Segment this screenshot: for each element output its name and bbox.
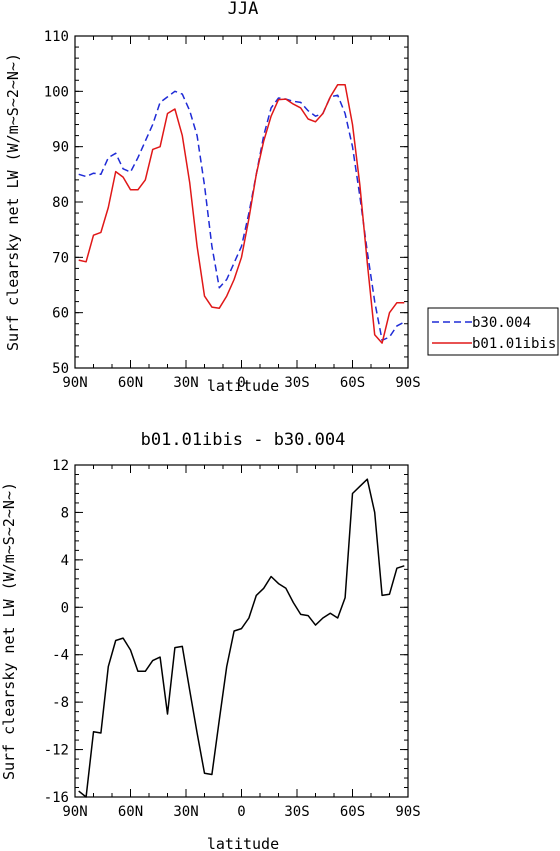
bottom-y-tick-label: 4 <box>61 553 69 569</box>
bottom-x-tick-label: 90N <box>62 804 87 820</box>
bottom-y-tick-label: 12 <box>52 458 69 474</box>
top-x-axis-label: latitude <box>207 377 279 395</box>
bottom-x-tick-label: 30S <box>284 804 309 820</box>
top-x-tick-label: 60N <box>118 375 143 391</box>
top-y-tick-label: 50 <box>52 361 69 377</box>
top-x-tick-label: 60S <box>340 375 365 391</box>
legend: b30.004 b01.01ibis <box>427 307 559 356</box>
bottom-y-tick-label: 8 <box>61 505 69 521</box>
bottom-x-tick-label: 60S <box>340 804 365 820</box>
bottom-y-tick-label: -16 <box>44 790 69 806</box>
top-y-tick-label: 70 <box>52 250 69 266</box>
top-title: JJA <box>228 0 259 19</box>
top-y-tick-label: 80 <box>52 195 69 211</box>
top-x-tick-label: 90S <box>395 375 420 391</box>
top-x-tick-label: 0 <box>237 375 245 391</box>
bottom-y-tick-label: -4 <box>52 648 69 664</box>
top-panel: JJA 90N 60N 30N 0 30S 60S 90S 50 60 70 80 90 100 110… <box>4 0 421 395</box>
top-series-line-b01-01ibis <box>78 83 405 344</box>
top-x-tick-label: 30S <box>284 375 309 391</box>
bottom-x-tick-label: 30N <box>173 804 198 820</box>
bottom-x-tick-label: 0 <box>237 804 245 820</box>
top-series-line-b30-004 <box>78 90 405 342</box>
legend-label-b30-004: b30.004 <box>472 315 531 331</box>
top-y-tick-label: 90 <box>52 140 69 156</box>
bottom-x-axis-label: latitude <box>207 835 279 851</box>
top-y-tick-label: 60 <box>52 306 69 322</box>
bottom-x-tick-label: 60N <box>118 804 143 820</box>
top-y-axis-label: Surf clearsky net LW (W/m~S~2~N~) <box>4 53 22 351</box>
legend-label-b01-01ibis: b01.01ibis <box>472 336 556 352</box>
bottom-panel: b01.01ibis - b30.004 90N 60N 30N 0 30S 60S 90S… <box>0 430 421 851</box>
bottom-plot-frame <box>74 464 409 798</box>
legend-box <box>427 307 559 356</box>
top-y-tick-label: 110 <box>44 29 69 45</box>
bottom-y-axis-label: Surf clearsky net LW (W/m~S~2~N~) <box>0 482 18 780</box>
top-plot-frame <box>74 35 409 369</box>
bottom-y-tick-label: -8 <box>52 695 69 711</box>
bottom-y-tick-label: -12 <box>44 743 69 759</box>
top-y-tick-label: 100 <box>44 84 69 100</box>
bottom-title: b01.01ibis - b30.004 <box>141 430 346 450</box>
bottom-x-tick-label: 90S <box>395 804 420 820</box>
bottom-y-tick-label: 0 <box>61 600 69 616</box>
top-x-tick-label: 90N <box>62 375 87 391</box>
top-x-tick-label: 30N <box>173 375 198 391</box>
bottom-series-line-difference <box>78 478 405 798</box>
